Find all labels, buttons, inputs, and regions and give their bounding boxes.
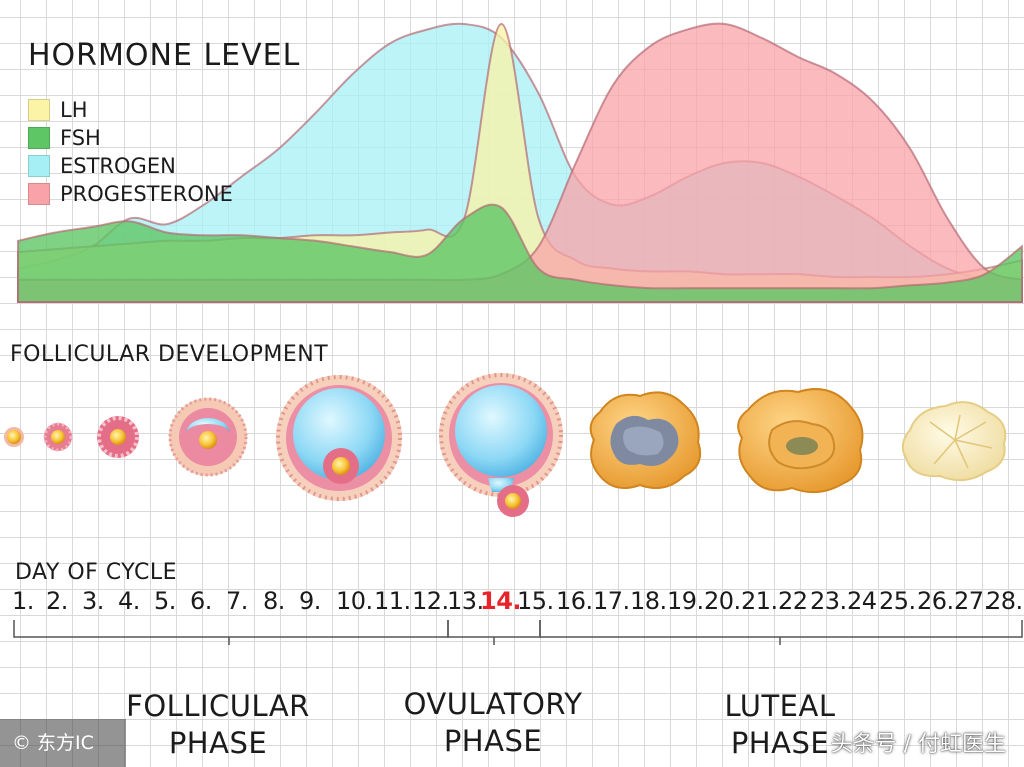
follicle-illustrations bbox=[4, 373, 1007, 517]
day-21: 21. bbox=[741, 587, 778, 615]
legend-item-fsh: FSH bbox=[28, 124, 233, 152]
day-1: 1. bbox=[12, 587, 34, 615]
day-8: 8. bbox=[263, 587, 285, 615]
watermark-right: 头条号 / 付虹医生 bbox=[830, 732, 1006, 757]
series-area-fsh bbox=[17, 203, 1023, 303]
day-9: 9. bbox=[299, 587, 321, 615]
day-28: 28. bbox=[986, 587, 1023, 615]
phase-follicular-line1: FOLLICULAR bbox=[126, 689, 310, 723]
day-20: 20. bbox=[704, 587, 741, 615]
chart-title: HORMONE LEVEL bbox=[28, 38, 301, 73]
corpus-albicans bbox=[901, 401, 1007, 482]
phase-brackets bbox=[13, 620, 1023, 645]
day-24: 24 bbox=[847, 587, 877, 615]
legend-swatch-fsh bbox=[28, 127, 50, 149]
day-25: 25. bbox=[879, 587, 916, 615]
day-6: 6. bbox=[190, 587, 212, 615]
day-17: 17. bbox=[593, 587, 630, 615]
day-27: 27. bbox=[954, 587, 991, 615]
day-2: 2. bbox=[46, 587, 68, 615]
legend-label-progesterone: PROGESTERONE bbox=[60, 182, 233, 206]
chart-legend: LH FSH ESTROGEN PROGESTERONE bbox=[28, 96, 233, 208]
follicle-primary bbox=[43, 422, 73, 452]
legend-swatch-estrogen bbox=[28, 155, 50, 177]
day-7: 7. bbox=[226, 587, 248, 615]
day-23: 23. bbox=[810, 587, 847, 615]
phase-luteal-line1: LUTEAL bbox=[724, 689, 836, 723]
follicle-antral bbox=[276, 375, 402, 501]
phase-luteal: LUTEAL PHASE bbox=[680, 688, 880, 762]
legend-label-estrogen: ESTROGEN bbox=[60, 154, 176, 178]
legend-item-progesterone: PROGESTERONE bbox=[28, 180, 233, 208]
corpus-luteum-early bbox=[589, 391, 702, 489]
phase-ovulatory-line1: OVULATORY bbox=[403, 687, 583, 721]
follicular-development-label: FOLLICULAR DEVELOPMENT bbox=[10, 342, 329, 367]
day-13: 13. bbox=[447, 587, 484, 615]
legend-item-estrogen: ESTROGEN bbox=[28, 152, 233, 180]
phase-follicular: FOLLICULAR PHASE bbox=[100, 688, 336, 762]
phase-follicular-line2: PHASE bbox=[168, 726, 268, 760]
day-11: 11. bbox=[374, 587, 411, 615]
phase-luteal-line2: PHASE bbox=[730, 726, 830, 760]
day-18: 18. bbox=[630, 587, 667, 615]
legend-label-lh: LH bbox=[60, 98, 88, 122]
day-4: 4. bbox=[118, 587, 140, 615]
phase-ovulatory-line2: PHASE bbox=[443, 724, 543, 758]
follicle-primordial bbox=[4, 427, 24, 447]
day-10: 10. bbox=[336, 587, 373, 615]
follicle-early-antral bbox=[168, 397, 248, 477]
day-3: 3. bbox=[82, 587, 104, 615]
day-12: 12. bbox=[412, 587, 449, 615]
day-19: 19. bbox=[667, 587, 704, 615]
follicle-ovulation bbox=[439, 373, 563, 517]
day-15: 15. bbox=[517, 587, 554, 615]
legend-swatch-progesterone bbox=[28, 183, 50, 205]
hormone-chart bbox=[17, 22, 1023, 303]
day-22: 22 bbox=[778, 587, 808, 615]
bracket-ovulatory bbox=[447, 620, 541, 645]
day-of-cycle-label: DAY OF CYCLE bbox=[15, 560, 178, 585]
watermark-left: © 东方IC bbox=[0, 719, 126, 767]
day-5: 5. bbox=[154, 587, 176, 615]
legend-item-lh: LH bbox=[28, 96, 233, 124]
day-26: 26. bbox=[917, 587, 954, 615]
follicle-secondary bbox=[97, 416, 139, 458]
legend-swatch-lh bbox=[28, 99, 50, 121]
phase-ovulatory: OVULATORY PHASE bbox=[380, 686, 606, 760]
corpus-luteum-mature bbox=[737, 388, 864, 494]
day-16: 16. bbox=[556, 587, 593, 615]
bracket-follicular bbox=[13, 620, 449, 645]
legend-label-fsh: FSH bbox=[60, 126, 101, 150]
day-row: 1. 2. 3. 4. 5. 6. 7. 8. 9. 10. 11. 12. 1… bbox=[10, 587, 1024, 623]
bracket-luteal bbox=[539, 620, 1023, 645]
day-14-highlighted: 14. bbox=[480, 587, 522, 615]
